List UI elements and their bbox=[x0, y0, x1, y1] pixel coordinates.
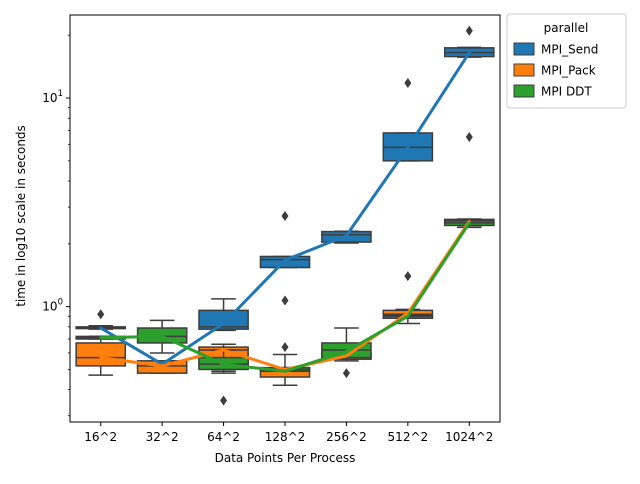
legend-label: MPI DDT bbox=[541, 85, 592, 99]
y-tick-label: 101 bbox=[42, 89, 63, 105]
lines-layer bbox=[99, 51, 471, 373]
box-mpi-pack-0 bbox=[75, 335, 127, 376]
x-tick-label: 512^2 bbox=[388, 430, 429, 444]
box-mpi-send-0 bbox=[75, 309, 127, 330]
box-mpi-send-3 bbox=[259, 210, 311, 306]
box-iqr bbox=[75, 342, 127, 367]
outlier-point bbox=[404, 78, 412, 89]
legend: parallel MPI_Send MPI_Pack MPI DDT bbox=[506, 13, 627, 109]
series-line-mpi-ddt bbox=[99, 221, 471, 373]
y-axis-label: time in log10 scale in seconds bbox=[14, 125, 28, 307]
box-mpi-send-5 bbox=[382, 78, 434, 162]
legend-item-mpi-pack: MPI_Pack bbox=[513, 63, 596, 78]
legend-swatch bbox=[513, 42, 535, 56]
box-iqr bbox=[198, 309, 249, 330]
outlier-point bbox=[220, 395, 228, 406]
legend-item-mpi-send: MPI_Send bbox=[513, 42, 598, 57]
legend-item-mpi-ddt: MPI DDT bbox=[513, 84, 592, 99]
legend-title: parallel bbox=[544, 21, 589, 35]
legend-swatch bbox=[513, 63, 535, 77]
x-tick-label: 32^2 bbox=[146, 430, 179, 444]
outlier-point bbox=[281, 210, 289, 221]
outlier-point bbox=[465, 132, 473, 143]
series-line-mpi-send bbox=[99, 51, 471, 366]
outlier-point bbox=[281, 342, 289, 353]
box-mpi-send-6 bbox=[443, 25, 495, 143]
axes-layer: 16^2 32^2 64^2 128^2 256^2 512^2 1024^2 100 101 bbox=[42, 14, 501, 444]
x-tick-label: 256^2 bbox=[326, 430, 367, 444]
legend-label: MPI_Send bbox=[541, 43, 598, 57]
x-tick-label: 16^2 bbox=[84, 430, 117, 444]
legend-label: MPI_Pack bbox=[541, 64, 596, 78]
boxes-layer bbox=[75, 25, 495, 406]
legend-frame bbox=[506, 13, 627, 109]
legend-swatch bbox=[513, 84, 535, 98]
outlier-point bbox=[465, 25, 473, 36]
outlier-point bbox=[404, 271, 412, 282]
x-tick-label: 1024^2 bbox=[445, 430, 493, 444]
x-tick-label: 64^2 bbox=[207, 430, 240, 444]
x-tick-label: 128^2 bbox=[265, 430, 306, 444]
outlier-point bbox=[342, 368, 350, 379]
outlier-point bbox=[281, 295, 289, 306]
box-mpi-ddt-4 bbox=[321, 327, 372, 379]
x-axis-label: Data Points Per Process bbox=[215, 451, 356, 465]
outlier-point bbox=[97, 309, 105, 320]
y-tick-label: 100 bbox=[42, 298, 63, 314]
series-line-mpi-pack bbox=[99, 220, 471, 371]
box-mpi-send-2 bbox=[198, 298, 249, 332]
